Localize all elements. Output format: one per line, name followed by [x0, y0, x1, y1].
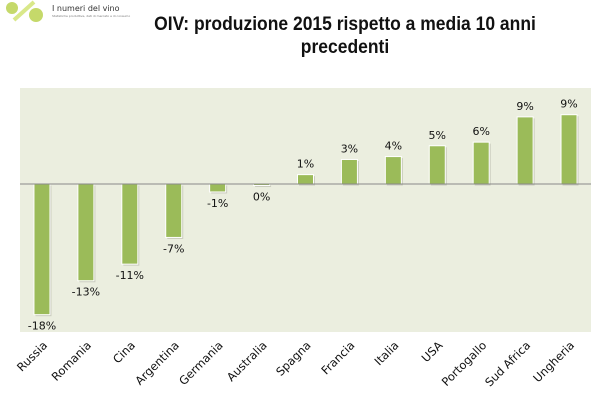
x-tick-label: Romania	[49, 338, 94, 383]
x-tick-label: Russia	[14, 338, 50, 374]
bar-shadow	[255, 185, 272, 188]
bar-spagna	[297, 174, 314, 185]
bar-usa	[428, 145, 446, 185]
data-label: 1%	[297, 158, 314, 171]
data-label: 4%	[385, 140, 402, 153]
data-label: -7%	[163, 242, 184, 255]
x-tick-label: Australia	[224, 338, 270, 384]
data-label: 6%	[472, 125, 489, 138]
x-tick-label: Sud Africa	[482, 338, 533, 389]
grapes-percent-icon	[6, 0, 43, 22]
bar-cina	[121, 183, 139, 265]
logo: I numeri del vino Statistiche produttive…	[0, 0, 130, 22]
x-tick-label: Ungheria	[530, 338, 577, 385]
data-label: 0%	[253, 190, 270, 203]
data-label: -11%	[116, 269, 144, 282]
x-tick-label: USA	[419, 338, 446, 365]
logo-tagline: Statistiche produttive, dati di mercato …	[52, 14, 131, 18]
data-label: -1%	[207, 197, 228, 210]
x-tick-label: Argentina	[132, 338, 182, 388]
bar-sud-africa	[516, 116, 534, 185]
plot-area	[20, 88, 591, 332]
data-label: 3%	[341, 142, 358, 155]
bar-romania	[77, 183, 95, 282]
x-tick-label: Francia	[318, 338, 357, 377]
x-tick-label: Portogallo	[439, 338, 490, 389]
data-label: 9%	[560, 98, 577, 111]
bar-ungheria	[560, 114, 578, 185]
bar-portogallo	[472, 141, 490, 185]
data-label: -13%	[72, 286, 100, 299]
data-label: -18%	[28, 320, 56, 333]
x-tick-label: Spagna	[273, 338, 314, 379]
chart-title: OIV: produzione 2015 rispetto a media 10…	[154, 14, 536, 58]
x-tick-label: Germania	[176, 338, 226, 388]
logo-name: I numeri del vino	[52, 4, 120, 13]
data-label: 5%	[429, 129, 446, 142]
bar-francia	[340, 158, 358, 185]
bar-argentina	[165, 183, 183, 238]
bar-russia	[33, 183, 51, 316]
x-tick-label: Italia	[371, 338, 401, 368]
data-label: 9%	[516, 100, 533, 113]
x-tick-label: Cina	[110, 338, 138, 366]
bar-italia	[384, 156, 402, 185]
bar-germania	[209, 183, 227, 193]
